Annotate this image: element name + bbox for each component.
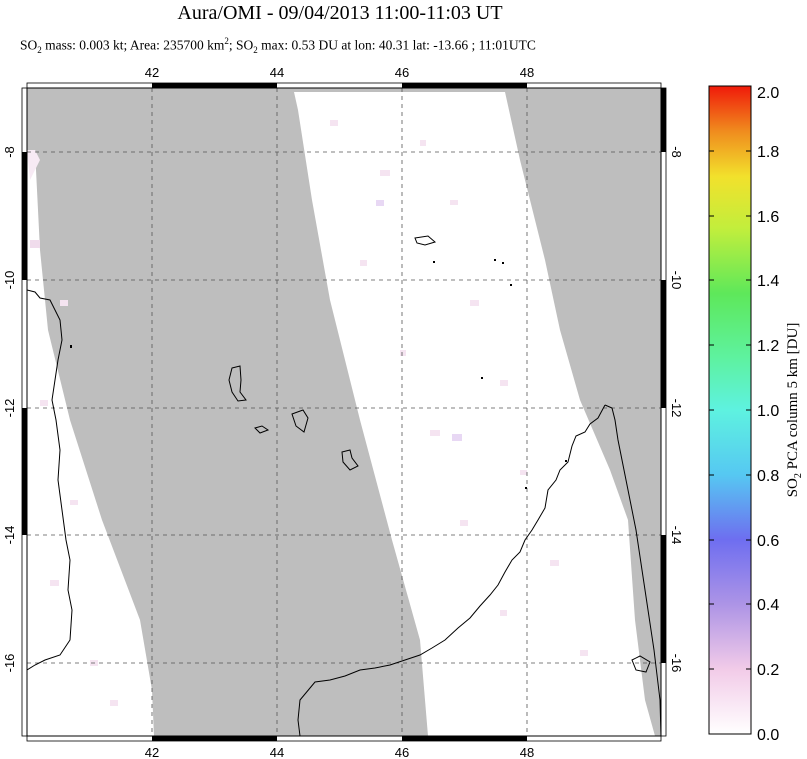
- map-subtitle: SO2 mass: 0.003 kt; Area: 235700 km2; SO…: [20, 36, 536, 56]
- lon-tick-top: 44: [270, 65, 284, 80]
- colorbar-tick-label: 0.4: [757, 597, 779, 614]
- coastline-africa: [27, 289, 73, 671]
- colorbar-tick-label: 0.2: [757, 662, 779, 679]
- lat-tick-left: -14: [2, 526, 17, 545]
- colorbar-tick-label: 1.4: [757, 273, 779, 290]
- comoros-grande: [228, 365, 247, 402]
- swath-central: [294, 92, 655, 736]
- islets: [70, 259, 567, 489]
- lat-tick-right: -12: [669, 399, 684, 418]
- lat-tick-left: -8: [2, 146, 17, 158]
- lon-tick-top: 46: [395, 65, 409, 80]
- colorbar-tick-marks: [709, 150, 751, 735]
- map-plot-area: [27, 88, 661, 736]
- lat-tick-left: -16: [2, 654, 17, 673]
- colorbar-label: SO2 PCA column 5 km [DU]: [785, 323, 804, 498]
- colorbar-tick-label: 0.8: [757, 468, 779, 485]
- aldabra: [414, 235, 437, 246]
- colorbar: 0.0 0.2 0.4 0.6 0.8 1.0 1.2 1.4 1.6 1.8 …: [708, 85, 804, 744]
- lon-tick-top: 48: [520, 65, 534, 80]
- comoros-anjouan: [291, 409, 309, 433]
- swath-west: [27, 150, 154, 736]
- lat-tick-right: -14: [669, 526, 684, 545]
- frame-bars: [21, 82, 667, 742]
- lat-tick-left: -12: [2, 399, 17, 418]
- lon-tick-bottom: 48: [520, 745, 534, 759]
- colorbar-tick-label: 0.0: [757, 727, 779, 744]
- colorbar-tick-label: 1.6: [757, 209, 779, 226]
- colorbar-tick-label: 1.8: [757, 144, 779, 161]
- colorbar-tick-label: 0.6: [757, 533, 779, 550]
- colorbar-tick-label: 2.0: [757, 85, 779, 102]
- lon-tick-bottom: 46: [395, 745, 409, 759]
- lon-tick-bottom: 42: [145, 745, 159, 759]
- lat-tick-right: -10: [669, 271, 684, 290]
- coastline-madagascar: [297, 404, 661, 736]
- lon-tick-bottom: 44: [270, 745, 284, 759]
- lat-tick-right: -8: [669, 146, 684, 158]
- colorbar-tick-label: 1.0: [757, 403, 779, 420]
- colorbar-gradient: [708, 85, 752, 735]
- graticule: [27, 88, 661, 736]
- lat-tick-right: -16: [669, 654, 684, 673]
- colorbar-tick-label: 1.2: [757, 338, 779, 355]
- comoros-moheli: [254, 425, 270, 434]
- map-title: Aura/OMI - 09/04/2013 11:00-11:03 UT: [177, 2, 503, 24]
- coastlines: [27, 235, 661, 736]
- mayotte: [341, 449, 359, 471]
- lat-tick-left: -10: [2, 271, 17, 290]
- lon-tick-top: 42: [145, 65, 159, 80]
